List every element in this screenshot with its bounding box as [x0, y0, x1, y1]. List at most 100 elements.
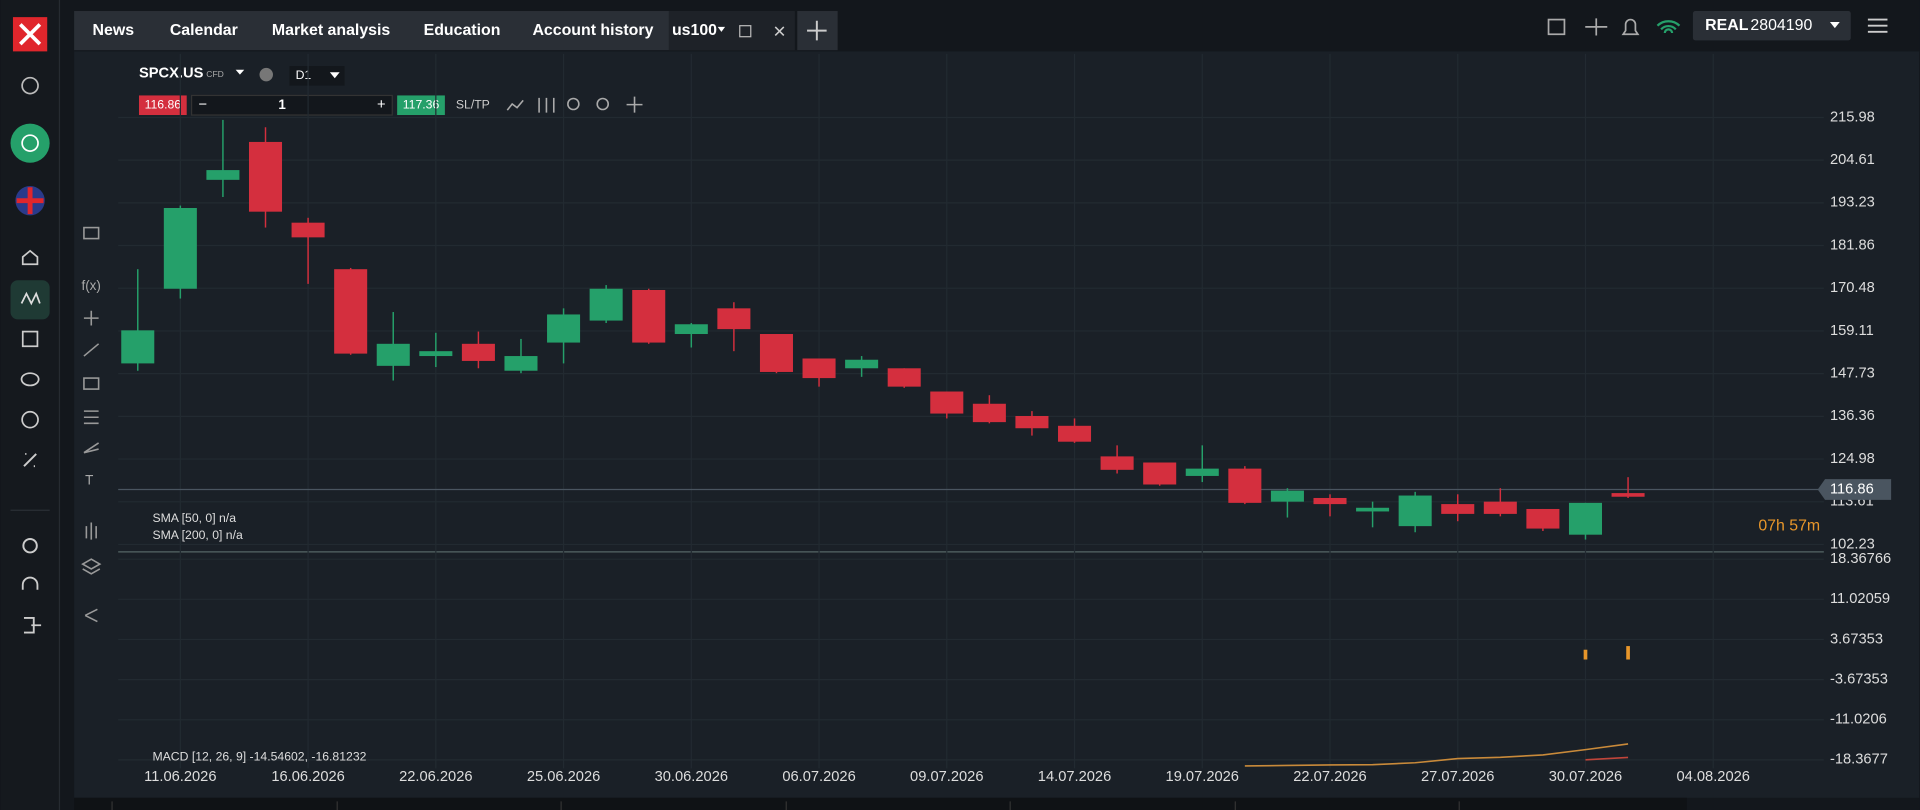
candle-body: [291, 222, 325, 238]
candle: [632, 288, 666, 344]
icon-home[interactable]: [21, 249, 39, 266]
account-dropdown: [1829, 22, 1840, 29]
tool-rect[interactable]: [83, 226, 100, 240]
tool-shape[interactable]: [83, 377, 100, 390]
candle: [121, 269, 155, 371]
candle-body: [461, 343, 495, 361]
timeframe-box[interactable]: [289, 66, 345, 86]
candle: [461, 331, 495, 369]
candle: [1356, 501, 1390, 528]
candle-body: [887, 368, 921, 387]
candle-body: [1398, 495, 1432, 527]
candle-body: [632, 289, 666, 343]
candle: [1313, 494, 1347, 517]
candle-body: [1228, 468, 1262, 503]
active-tab[interactable]: [668, 11, 797, 51]
candle-body: [1100, 456, 1134, 470]
icon-percent[interactable]: [23, 452, 37, 468]
candle: [1185, 445, 1219, 483]
nav-tab[interactable]: Calendar: [170, 22, 238, 39]
candle-body: [1356, 507, 1390, 512]
macd-line: [1244, 743, 1629, 767]
icon-support[interactable]: [21, 576, 39, 590]
candle-body: [674, 324, 708, 335]
candle-body: [1441, 504, 1475, 514]
candle-body: [1015, 415, 1049, 429]
icon-savings[interactable]: [20, 372, 40, 387]
candle: [291, 217, 325, 284]
y-tick-label: 181.86: [1830, 237, 1875, 253]
volume: 1: [278, 97, 286, 112]
nav-tab[interactable]: Account history: [532, 22, 653, 39]
y-tick-label: 170.48: [1830, 280, 1875, 296]
y-tick-label: 159.11: [1830, 323, 1874, 339]
account-box[interactable]: [1692, 11, 1851, 41]
candle: [419, 332, 453, 368]
y-tick-label: 147.73: [1830, 366, 1875, 382]
y-tick-label: 136.36: [1830, 408, 1875, 424]
symbol[interactable]: SPCX.US: [139, 65, 204, 81]
y-tick-label: 3.67353: [1830, 631, 1883, 647]
candle-body: [589, 288, 623, 321]
symbol-dropdown[interactable]: [235, 69, 245, 75]
macd-label: MACD [12, 26, 9] -14.54602, -16.81232: [152, 750, 366, 764]
indicator-label: SMA [50, 0] n/a: [152, 511, 236, 525]
tool-line[interactable]: [83, 343, 100, 357]
candle: [1398, 491, 1432, 533]
candle: [674, 323, 708, 348]
icon-money[interactable]: [21, 410, 39, 429]
candle-body: [206, 170, 240, 180]
nav-tab[interactable]: News: [93, 22, 135, 39]
tab-dropdown[interactable]: [717, 26, 726, 32]
candle: [1100, 445, 1134, 474]
candle-body: [504, 356, 538, 371]
candle-body: [334, 269, 368, 354]
candle-body: [1526, 508, 1560, 529]
sltp[interactable]: SL/TP: [456, 97, 490, 111]
tab-close[interactable]: [774, 26, 785, 37]
chart-tools[interactable]: [506, 97, 555, 113]
candle-body: [930, 391, 964, 414]
nav-tab[interactable]: Education: [424, 22, 501, 39]
tab-popout[interactable]: [739, 25, 752, 38]
volume-minus[interactable]: −: [198, 97, 207, 113]
candle-body: [802, 358, 836, 379]
candle: [1568, 502, 1603, 540]
y-tick-label: 124.98: [1830, 451, 1875, 467]
info-icon[interactable]: [259, 67, 273, 82]
icon-deposit-button[interactable]: [10, 123, 50, 163]
active-tab-label[interactable]: us100: [672, 22, 717, 39]
zoom-out[interactable]: [567, 97, 580, 111]
zoom-in[interactable]: [596, 97, 610, 111]
tab-add[interactable]: [807, 20, 827, 41]
tool-function[interactable]: f(x): [81, 278, 100, 293]
tool-share[interactable]: [84, 608, 98, 623]
icon-settings[interactable]: [22, 538, 38, 554]
icon-notifications[interactable]: [1621, 18, 1640, 36]
chart-area: [74, 51, 1920, 798]
tool-text[interactable]: T: [85, 472, 93, 487]
nav-tab[interactable]: Market analysis: [272, 22, 391, 39]
icon-deposit[interactable]: [21, 76, 39, 95]
pan-tool[interactable]: [626, 96, 643, 113]
candle: [1228, 466, 1262, 505]
bid-button[interactable]: [138, 95, 187, 116]
icon-logout[interactable]: [23, 616, 42, 634]
icon-exchange[interactable]: [1585, 18, 1608, 36]
tool-layers[interactable]: [81, 558, 102, 575]
candle: [930, 391, 964, 419]
tool-fib[interactable]: [83, 410, 99, 425]
volume-plus[interactable]: +: [377, 97, 386, 113]
menu[interactable]: [1867, 18, 1888, 33]
flag-cross: [16, 187, 44, 215]
ask-button[interactable]: [397, 95, 445, 116]
volume-box[interactable]: [190, 94, 393, 116]
icon-layout[interactable]: [1547, 18, 1566, 36]
candle: [1143, 462, 1177, 486]
candle: [1611, 477, 1645, 498]
candle: [163, 205, 197, 299]
icon-news[interactable]: [21, 330, 39, 348]
tool-fan[interactable]: [83, 442, 100, 454]
tool-cross[interactable]: [83, 310, 99, 326]
tool-indicators[interactable]: [85, 522, 97, 540]
